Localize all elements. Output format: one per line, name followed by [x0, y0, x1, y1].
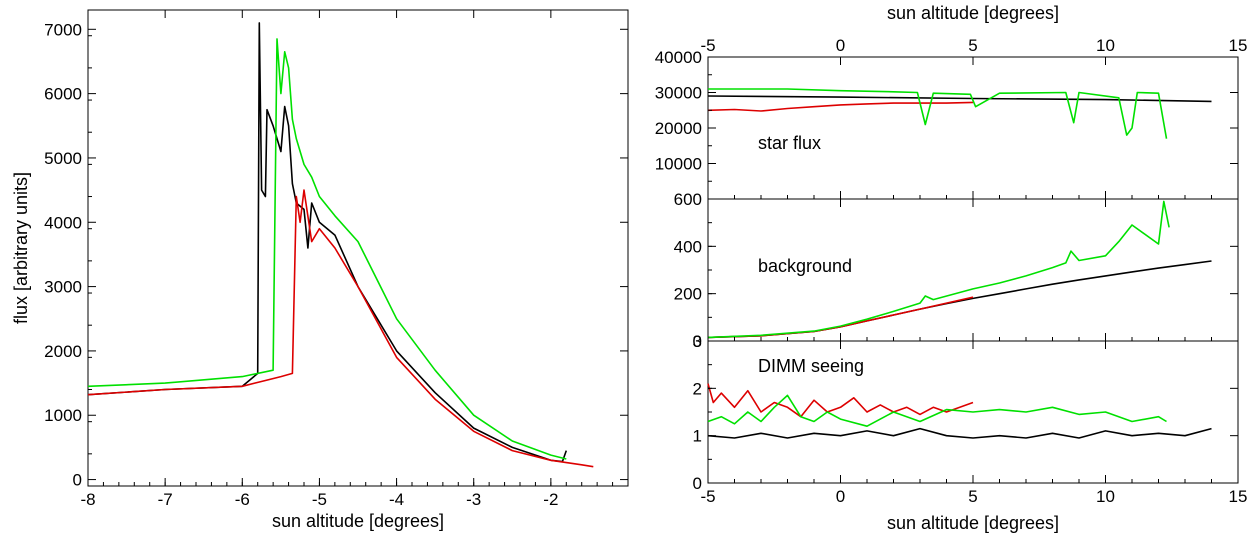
dimm-seeing-ytick-label: 1	[693, 427, 702, 446]
flux-series-red	[87, 189, 594, 468]
flux-xtick-label: -4	[389, 490, 404, 509]
flux-ytick-label: 6000	[44, 85, 82, 104]
flux-xtick-label: -2	[543, 490, 558, 509]
background-ytick-label: 400	[674, 237, 702, 256]
flux-ytick-label: 3000	[44, 278, 82, 297]
dimm-seeing-xtick-label: 10	[1096, 487, 1115, 506]
star-flux-panel-frame	[707, 56, 1239, 200]
flux-x-axis-label: sun altitude [degrees]	[272, 511, 444, 531]
flux-xtick-label: -8	[80, 490, 95, 509]
flux-ytick-label: 2000	[44, 342, 82, 361]
dimm-seeing-series-red	[707, 383, 974, 418]
star-flux-top-xtick-label: 0	[836, 36, 845, 55]
background-title: background	[758, 256, 852, 276]
flux-series-green	[87, 38, 567, 460]
dimm-seeing-series-black	[707, 427, 1212, 439]
star-flux-series-green	[708, 88, 1168, 139]
flux-y-axis-label: flux [arbitrary units]	[11, 172, 31, 324]
flux-ticks: 0 1000 2000 3000 4000 5000 6000 7000 -8 -7 -6 -5 -4 -…	[44, 10, 629, 509]
dimm-seeing-xtick-label: -5	[700, 487, 715, 506]
flux-xtick-label: -5	[312, 490, 327, 509]
flux-series-group	[87, 22, 594, 468]
star-flux-series-red	[707, 101, 974, 112]
flux-panel: 0 1000 2000 3000 4000 5000 6000 7000 -8 -7 -6 -5 -4 -…	[11, 9, 629, 531]
star-flux-ytick-label: 40000	[655, 48, 702, 67]
background-series-green	[707, 200, 1170, 339]
dimm-seeing-xtick-label: 5	[968, 487, 977, 506]
dimm-seeing-series-green	[707, 394, 1167, 428]
star-flux-panel: 10000 20000 30000 40000-5 0 5 10 15 star flux s…	[655, 3, 1248, 200]
dimm-seeing-series-group	[707, 383, 1212, 439]
background-ticks: 0 200 400 600	[674, 190, 1239, 351]
star-flux-top-xtick-label: 15	[1229, 36, 1248, 55]
star-flux-title: star flux	[758, 133, 821, 153]
star-flux-ytick-label: 30000	[655, 84, 702, 103]
background-ytick-label: 200	[674, 285, 702, 304]
flux-series-black	[87, 22, 568, 463]
star-flux-top-xtick-label: -5	[700, 36, 715, 55]
background-ytick-label: 0	[693, 332, 702, 351]
top-x-axis-label: sun altitude [degrees]	[887, 3, 1059, 23]
dimm-seeing-ytick-label: 0	[693, 474, 702, 493]
star-flux-top-xtick-label: 10	[1096, 36, 1115, 55]
star-flux-ytick-label: 10000	[655, 155, 702, 174]
flux-xtick-label: -3	[466, 490, 481, 509]
background-series-red	[707, 296, 974, 339]
dimm-seeing-ytick-label: 3	[693, 332, 702, 351]
flux-xtick-label: -7	[158, 490, 173, 509]
flux-xtick-label: -6	[235, 490, 250, 509]
dimm-seeing-ytick-label: 2	[693, 379, 702, 398]
background-ytick-label: 600	[674, 190, 702, 209]
flux-ytick-label: 5000	[44, 149, 82, 168]
bottom-x-axis-label: sun altitude [degrees]	[887, 513, 1059, 533]
star-flux-ticks: 10000 20000 30000 40000-5 0 5 10 15	[655, 36, 1248, 200]
flux-ytick-label: 0	[73, 471, 82, 490]
flux-ytick-label: 1000	[44, 406, 82, 425]
flux-panel-frame	[87, 9, 629, 487]
star-flux-top-xtick-label: 5	[968, 36, 977, 55]
flux-ytick-label: 7000	[44, 20, 82, 39]
background-panel: 0 200 400 600 background	[674, 190, 1239, 351]
dimm-seeing-title: DIMM seeing	[758, 356, 864, 376]
star-flux-series-group	[707, 88, 1212, 139]
dimm-seeing-xtick-label: 0	[836, 487, 845, 506]
dimm-seeing-xtick-label: 15	[1229, 487, 1248, 506]
background-series-group	[707, 200, 1212, 339]
flux-ytick-label: 4000	[44, 213, 82, 232]
star-flux-ytick-label: 20000	[655, 119, 702, 138]
